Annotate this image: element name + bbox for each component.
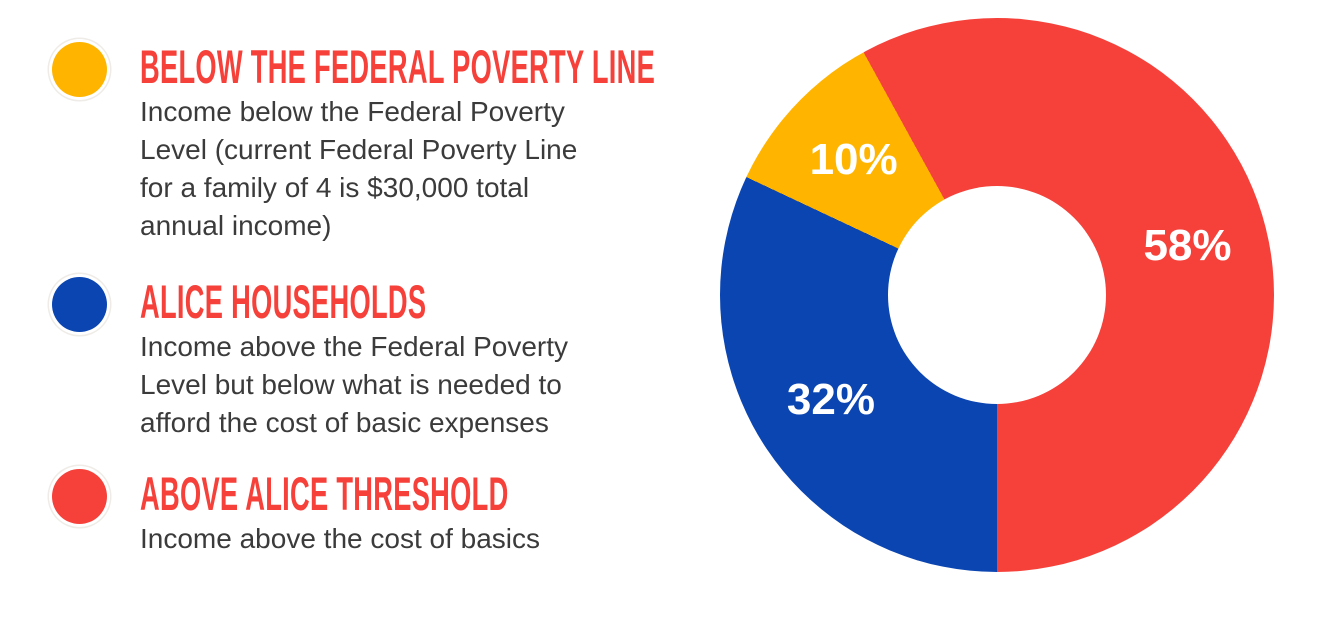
legend-item-above-threshold: ABOVE ALICE THRESHOLD Income above the c… [52,469,682,627]
legend-item-text: ABOVE ALICE THRESHOLD Income above the c… [140,467,680,558]
donut-chart: 32% 10% 58% [720,18,1274,572]
donut-hole [888,186,1106,404]
legend-item-description: Income above the cost of basics [140,523,540,554]
above-threshold-circle-swatch-icon [52,469,107,524]
legend-item-title: ALICE HOUSEHOLDS [140,275,427,328]
slice-label-below-fpl: 10% [809,135,898,185]
slice-label-above-threshold: 58% [1143,221,1232,271]
legend-item-title: BELOW THE FEDERAL POVERTY LINE [140,40,656,93]
below-fpl-circle-swatch-icon [52,42,107,97]
legend-item-text: ALICE HOUSEHOLDS Income above the Federa… [140,275,680,442]
legend-item-description: Income below the Federal Poverty Level (… [140,96,578,241]
legend-item-title: ABOVE ALICE THRESHOLD [140,467,509,520]
legend-item-alice-households: ALICE HOUSEHOLDS Income above the Federa… [52,277,682,517]
legend-item-below-fpl: BELOW THE FEDERAL POVERTY LINE Income be… [52,42,682,282]
legend-item-text: BELOW THE FEDERAL POVERTY LINE Income be… [140,40,680,245]
legend-item-description: Income above the Federal Poverty Level b… [140,331,569,438]
slice-label-alice-households: 32% [786,375,875,425]
alice-households-circle-swatch-icon [52,277,107,332]
